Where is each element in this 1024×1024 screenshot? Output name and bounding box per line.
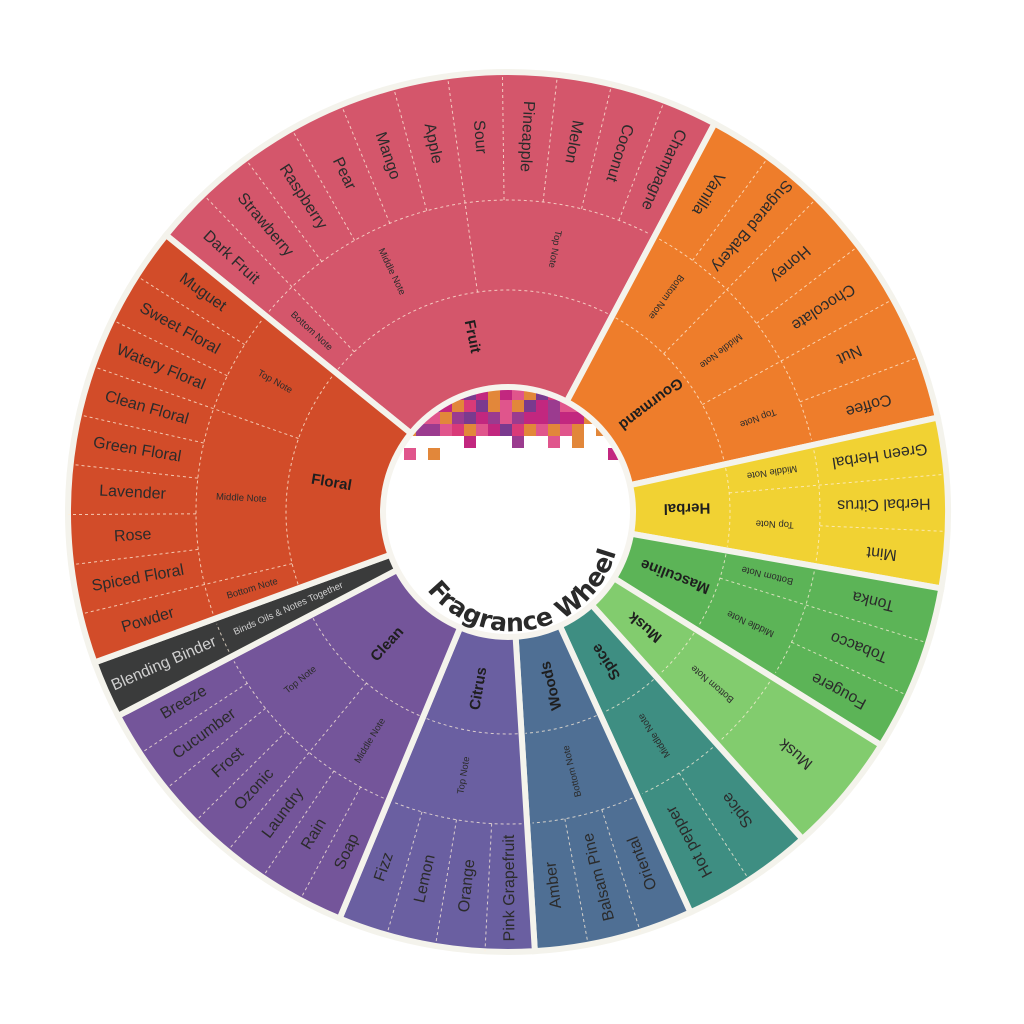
ring-divider (426, 718, 518, 735)
category-label: Floral (310, 471, 353, 495)
item-label: Amber (542, 860, 565, 910)
category-label: Herbal (663, 499, 710, 517)
note-label: Middle Note (216, 491, 267, 505)
mosaic-tile (512, 424, 524, 436)
mosaic-tile (452, 400, 464, 412)
note-divider (227, 682, 367, 852)
ring-divider (813, 450, 821, 561)
mosaic-tile (440, 424, 452, 436)
mosaic-tile (512, 412, 524, 424)
category-label: Fruit (461, 319, 484, 355)
mosaic-tile (512, 390, 524, 400)
mosaic-tile (536, 390, 548, 400)
mosaic-tile (524, 400, 536, 412)
item-label: Sour (470, 120, 490, 156)
ring-divider (312, 618, 420, 717)
ring-divider (233, 661, 384, 799)
mosaic-tile (464, 412, 476, 424)
note-divider (702, 298, 894, 406)
mosaic-tile (524, 412, 536, 424)
ring-divider (285, 375, 334, 585)
mosaic-tile (488, 424, 500, 436)
mosaic-tile (428, 448, 440, 460)
mosaic-tile (440, 412, 452, 424)
item-label: Mint (865, 543, 897, 563)
mosaic-tile (404, 448, 416, 460)
mosaic-tile (536, 424, 548, 436)
mosaic-tile (524, 424, 536, 436)
mosaic-tile (572, 412, 584, 424)
ring-divider (720, 681, 771, 741)
mosaic-tile (488, 412, 500, 424)
mosaic-tile (500, 412, 512, 424)
ring-divider (195, 319, 263, 614)
item-label: Orange (456, 858, 479, 913)
mosaic-tile (548, 436, 560, 448)
item-label: Pineapple (517, 101, 538, 173)
note-divider (446, 76, 478, 293)
note-divider (729, 473, 947, 494)
category-label: Citrus (466, 666, 490, 712)
mosaic-tile (476, 390, 488, 400)
ring-divider (725, 468, 731, 547)
mosaic-tile (500, 400, 512, 412)
mosaic-tile (464, 424, 476, 436)
mosaic-tile (488, 390, 500, 400)
ring-divider (615, 317, 725, 461)
ring-divider (532, 797, 633, 824)
mosaic-tile (428, 424, 440, 436)
ring-divider (642, 747, 714, 795)
center-circle-inner (386, 390, 630, 634)
note-divider (92, 365, 299, 439)
mosaic-tile (464, 436, 476, 448)
mosaic-tile (524, 390, 536, 400)
mosaic-tile (560, 412, 572, 424)
note-divider (719, 577, 929, 644)
mosaic-tile (536, 412, 548, 424)
mosaic-tile (464, 400, 476, 412)
mosaic-tile (452, 412, 464, 424)
mosaic-tile (476, 412, 488, 424)
ring-divider (603, 679, 654, 713)
mosaic-tile (476, 424, 488, 436)
ring-divider (697, 554, 727, 627)
mosaic-tile (452, 424, 464, 436)
mosaic-tile (512, 436, 524, 448)
mosaic-tile (500, 390, 512, 400)
mosaic-tile (572, 436, 584, 448)
ring-divider (393, 801, 522, 825)
mosaic-tile (512, 400, 524, 412)
item-label: Lavender (99, 482, 167, 502)
ring-divider (525, 715, 597, 734)
ring-divider (659, 632, 695, 675)
ring-divider (216, 623, 230, 652)
ring-divider (775, 571, 815, 673)
mosaic-tile (476, 400, 488, 412)
item-label: Pink Grapefruit (501, 834, 518, 941)
mosaic-tile (572, 424, 584, 436)
item-label: Herbal Citrus (837, 495, 931, 514)
item-label: Rose (114, 526, 152, 545)
mosaic-tile (548, 412, 560, 424)
mosaic-tile (560, 424, 572, 436)
mosaic-tile (500, 424, 512, 436)
note-divider (663, 197, 817, 355)
note-label: Top Note (755, 517, 793, 530)
note-divider (202, 194, 355, 353)
note-divider (79, 563, 293, 615)
ring-divider (268, 199, 650, 312)
mosaic-tile (536, 400, 548, 412)
mosaic-tile (488, 400, 500, 412)
mosaic-tile (548, 424, 560, 436)
mosaic-tile (548, 400, 560, 412)
